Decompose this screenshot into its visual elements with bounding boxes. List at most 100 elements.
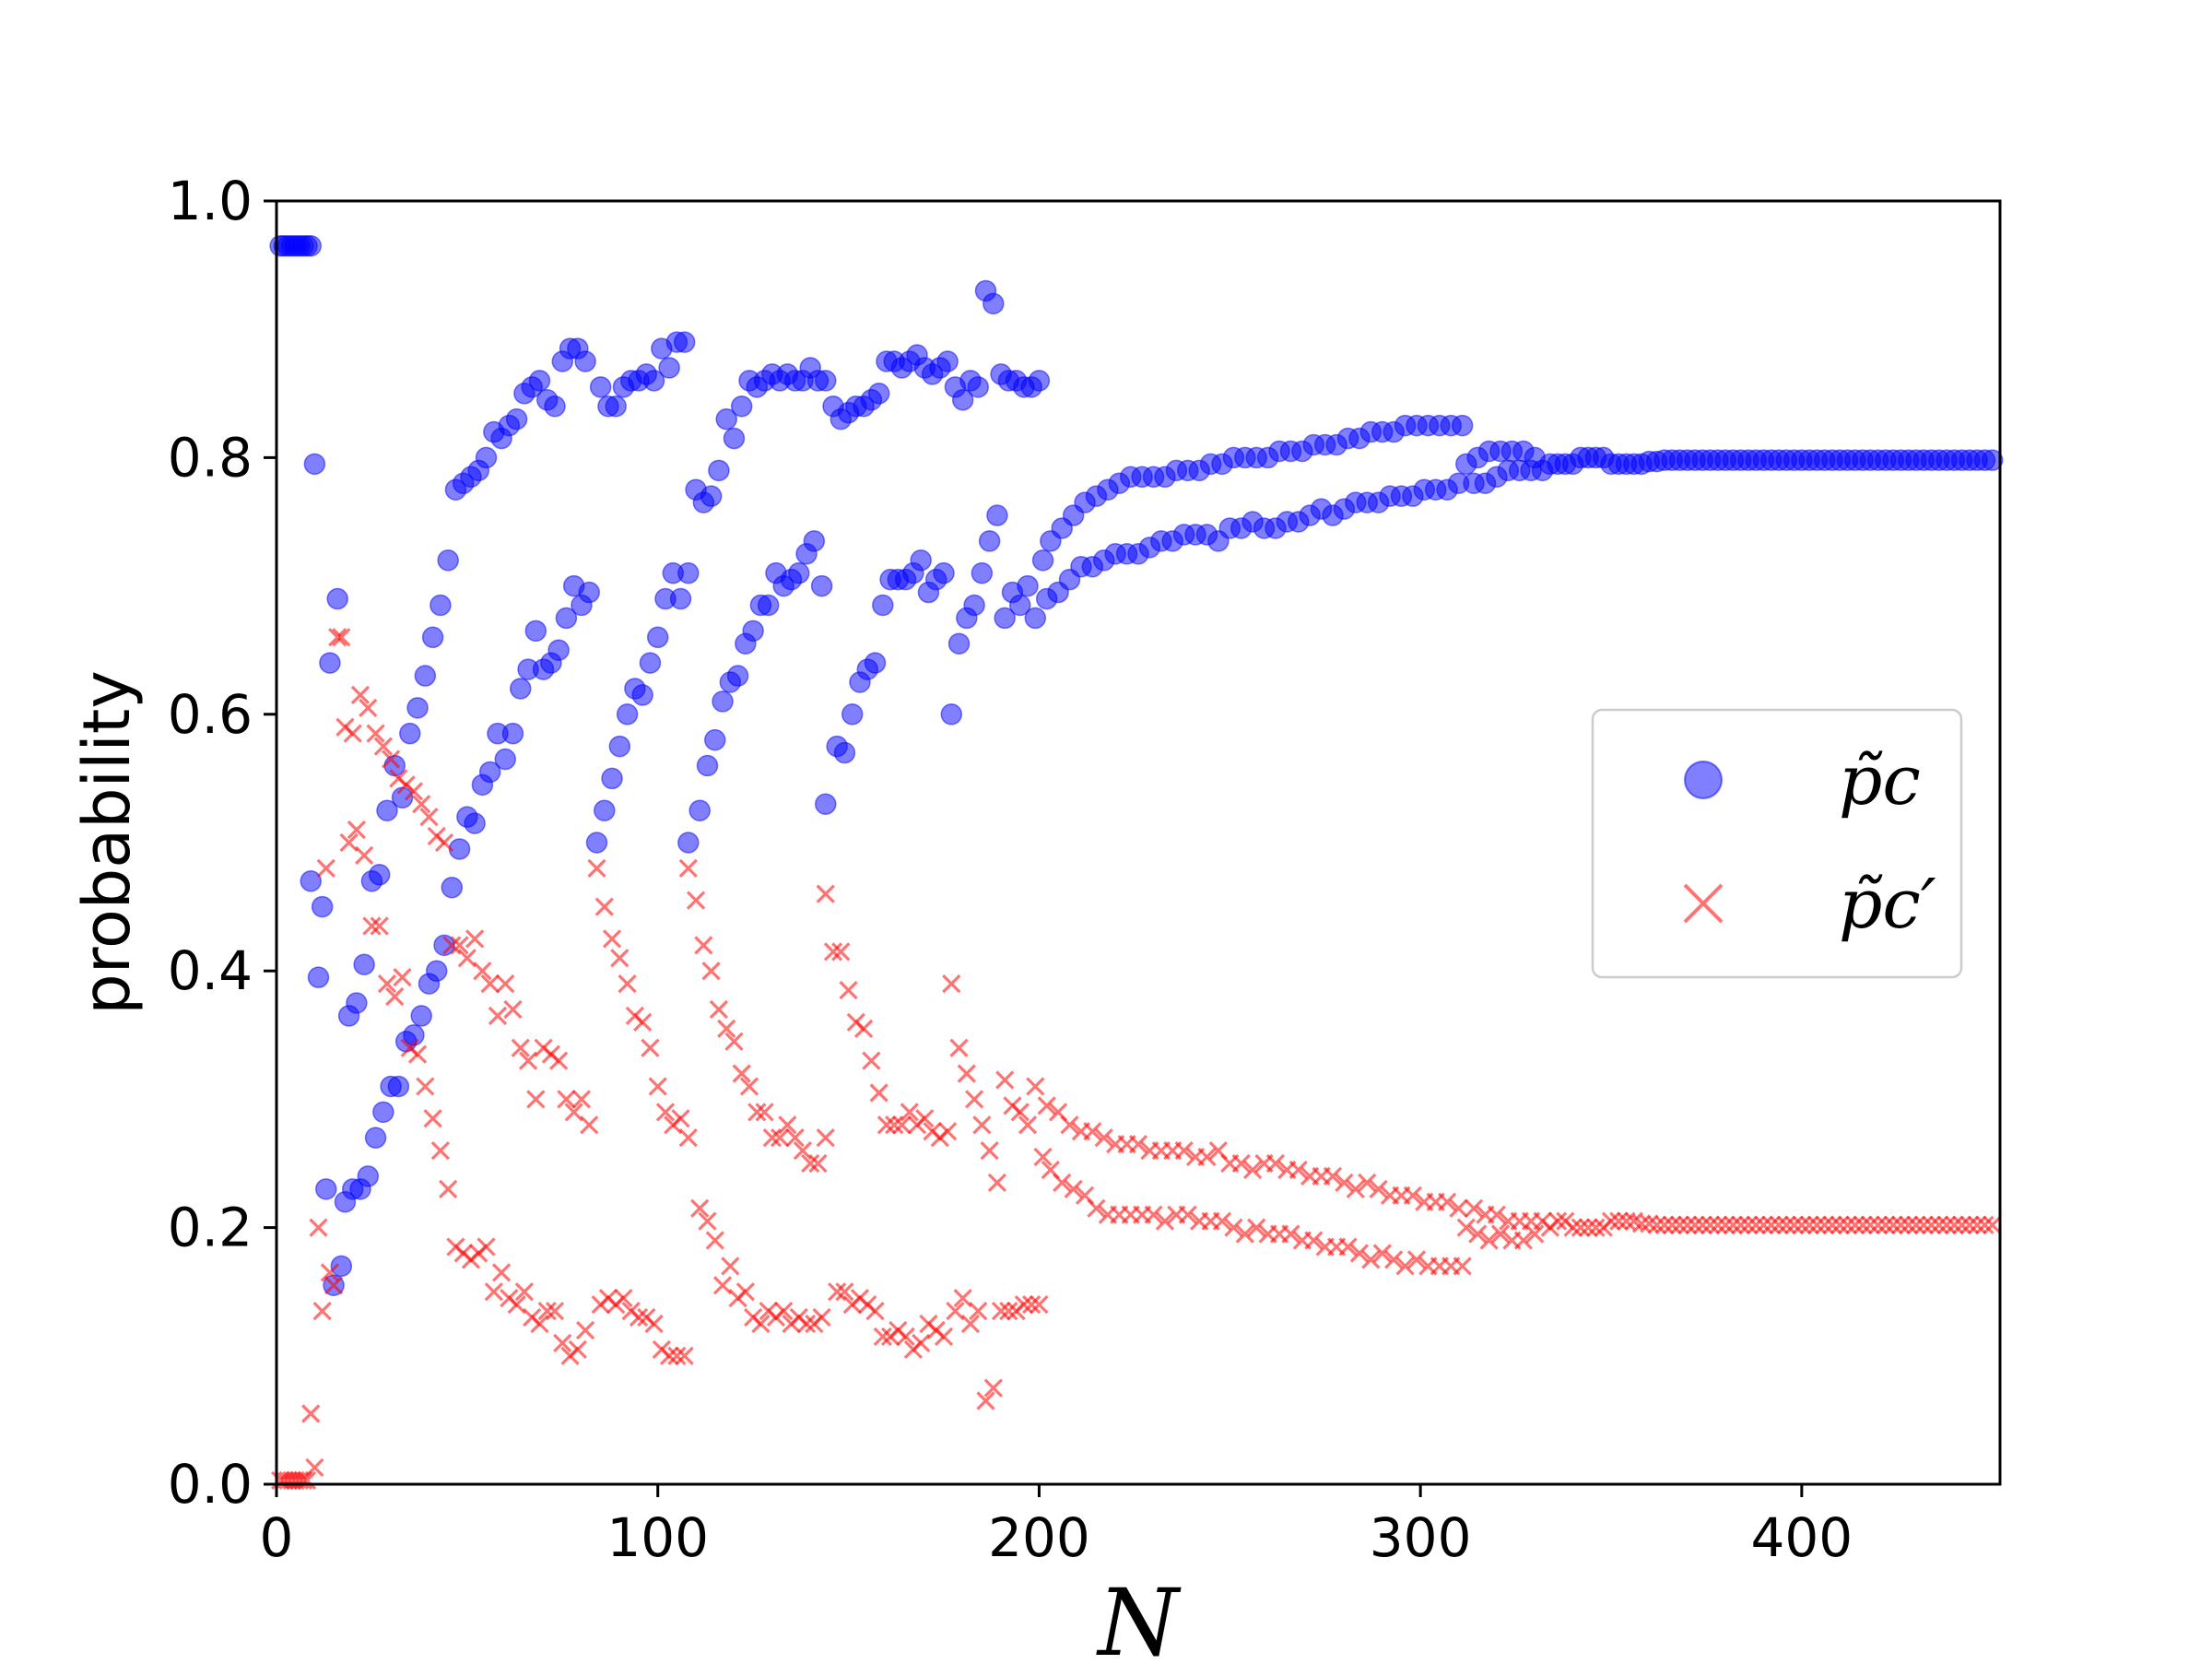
data-point	[1242, 1160, 1263, 1180]
data-point	[1959, 1215, 1980, 1234]
data-point	[465, 929, 485, 949]
data-point	[971, 561, 994, 584]
data-point	[1030, 1294, 1049, 1315]
data-point	[633, 1012, 653, 1033]
data-point	[1128, 1134, 1148, 1154]
data-point	[991, 1301, 1011, 1321]
data-point	[1010, 1103, 1030, 1122]
data-point	[963, 594, 985, 617]
data-point	[1571, 1218, 1591, 1237]
data-point	[732, 1064, 751, 1083]
data-point	[412, 795, 431, 814]
y-tick-label: 0.2	[168, 1197, 253, 1259]
data-point	[1981, 449, 2004, 471]
data-point	[1008, 594, 1031, 617]
data-point	[648, 1077, 667, 1096]
data-point	[480, 974, 500, 994]
data-point	[410, 1005, 432, 1027]
data-point	[1845, 1215, 1865, 1234]
data-point	[757, 594, 780, 617]
data-point	[526, 1090, 546, 1109]
data-point	[1891, 1215, 1911, 1234]
data-point	[373, 737, 393, 756]
data-point	[1747, 1215, 1766, 1234]
data-point	[574, 350, 596, 372]
data-point	[793, 1140, 813, 1161]
data-point	[835, 1282, 854, 1302]
data-point	[934, 1327, 954, 1347]
data-point	[1914, 1215, 1934, 1234]
data-point	[960, 1314, 981, 1334]
data-point	[730, 395, 753, 418]
data-point	[530, 1314, 549, 1334]
data-point	[810, 574, 833, 597]
data-point	[580, 1115, 599, 1135]
y-tick-label: 0.4	[168, 939, 253, 1002]
data-point	[1197, 1147, 1217, 1167]
data-point	[673, 331, 696, 353]
data-point	[1490, 1224, 1511, 1244]
data-point	[1395, 1257, 1415, 1276]
data-point	[1178, 1205, 1197, 1224]
data-point	[686, 891, 706, 910]
data-point	[616, 703, 639, 726]
data-point	[724, 1032, 744, 1051]
data-point	[655, 1103, 676, 1122]
data-point	[938, 1122, 958, 1141]
data-point	[1861, 1215, 1880, 1234]
data-point	[815, 793, 837, 815]
data-point	[1224, 1218, 1243, 1237]
data-point	[700, 485, 723, 507]
data-point	[816, 1128, 835, 1148]
data-point	[1769, 1215, 1789, 1234]
data-point	[1453, 1257, 1472, 1276]
data-point	[510, 678, 532, 700]
data-point	[301, 1404, 321, 1423]
data-point	[701, 962, 721, 981]
data-point	[946, 1301, 965, 1321]
data-point	[675, 1346, 694, 1365]
data-point	[1685, 1215, 1705, 1234]
data-point	[994, 607, 1016, 630]
data-point	[1601, 1211, 1621, 1231]
data-point	[300, 870, 322, 892]
data-point	[547, 639, 570, 661]
data-point	[1738, 1215, 1759, 1234]
data-point	[1037, 1096, 1056, 1115]
data-point	[1777, 1215, 1796, 1234]
data-point	[1281, 1224, 1300, 1244]
data-point	[1031, 549, 1054, 572]
data-point	[696, 754, 719, 777]
data-point	[949, 1038, 969, 1057]
data-point	[704, 728, 726, 751]
data-point	[967, 376, 989, 398]
data-point	[475, 446, 498, 469]
data-point	[812, 1307, 831, 1328]
data-point	[770, 1128, 790, 1148]
data-point	[496, 974, 515, 994]
data-point	[1288, 1160, 1308, 1180]
data-point	[1087, 1198, 1106, 1218]
data-point	[869, 1083, 888, 1103]
data-point	[1468, 1224, 1488, 1244]
data-point	[841, 703, 864, 726]
data-point	[618, 974, 637, 994]
data-point	[305, 1457, 324, 1478]
data-point	[1640, 1214, 1659, 1233]
data-point	[1899, 1215, 1918, 1234]
data-point	[912, 1333, 931, 1353]
data-point	[364, 1127, 387, 1149]
data-point	[1975, 1215, 1994, 1234]
data-point	[370, 916, 389, 936]
data-point	[957, 1064, 976, 1083]
data-point	[1700, 1215, 1720, 1234]
data-point	[300, 234, 322, 257]
data-point	[1876, 1215, 1896, 1234]
data-point	[936, 350, 959, 372]
data-point	[464, 812, 486, 834]
data-point	[867, 383, 890, 405]
data-point	[1437, 1192, 1457, 1211]
data-point	[332, 628, 351, 647]
data-point	[900, 1103, 919, 1122]
